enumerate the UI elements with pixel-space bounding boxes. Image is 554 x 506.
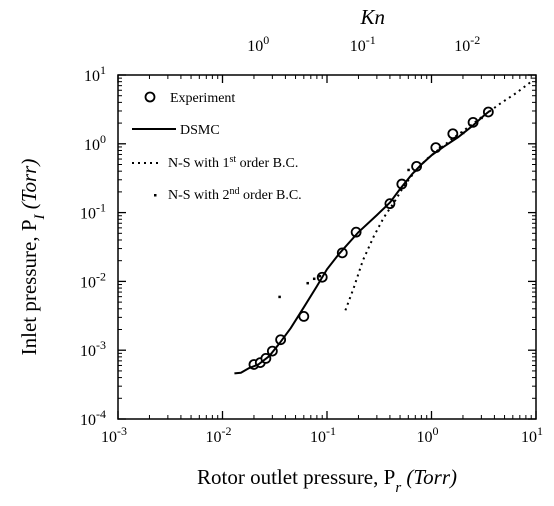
top-tick-label: 100: [247, 33, 269, 55]
legend: Experiment DSMC N-S with 1st order B.C. N-S…: [132, 91, 302, 203]
experiment-point: [447, 128, 459, 140]
legend-ns2-marker: [154, 194, 157, 197]
ns-second-order-point: [318, 274, 322, 278]
ns-second-order-point: [461, 131, 465, 135]
top-tick-label: 10-1: [350, 33, 376, 55]
ns-second-order-point: [407, 168, 410, 172]
ns-second-order-point: [278, 295, 281, 299]
legend-experiment-marker: [144, 91, 156, 103]
x-axis-title: Rotor outlet pressure, Pr (Torr): [197, 465, 457, 496]
ns-second-order-point: [312, 277, 316, 281]
experiment-point: [298, 310, 310, 322]
y-tick-label: 10-1: [80, 201, 106, 223]
legend-label: N-S with 2nd order B.C.: [168, 186, 302, 203]
top-tick-label: 10-2: [454, 33, 480, 55]
y-tick-label: 10-3: [80, 338, 106, 360]
y-axis-title: Inlet pressure, PI (Torr): [17, 159, 48, 356]
experiment-point: [350, 226, 362, 238]
ns-first-order-line: [344, 80, 532, 311]
y-tick-label: 100: [84, 132, 106, 154]
legend-label: Experiment: [170, 91, 235, 106]
y-tick-label: 10-4: [80, 407, 106, 429]
x-tick-label: 100: [417, 424, 439, 446]
y-tick-label: 10-2: [80, 269, 106, 291]
y-tick-label: 101: [84, 63, 106, 85]
legend-label: DSMC: [180, 123, 220, 138]
legend-label: N-S with 1st order B.C.: [168, 154, 298, 171]
y-axis-title-group: Inlet pressure, PI (Torr): [17, 159, 48, 356]
experiment-point: [396, 178, 408, 190]
x-tick-label: 10-3: [101, 424, 127, 446]
x-tick-label: 10-2: [206, 424, 232, 446]
experiment-point: [336, 247, 348, 259]
ns-second-order-point: [438, 146, 442, 150]
ns-second-order-point: [306, 281, 309, 285]
ns-second-order-point: [480, 116, 483, 120]
top-axis-title: Kn: [360, 5, 386, 29]
x-tick-label: 101: [521, 424, 543, 446]
dsmc-line: [234, 110, 491, 375]
plot-area: 10-3 10-2 10-1 100 10110-410-310-210-1100101…: [17, 5, 543, 496]
x-tick-label: 10-1: [310, 424, 336, 446]
